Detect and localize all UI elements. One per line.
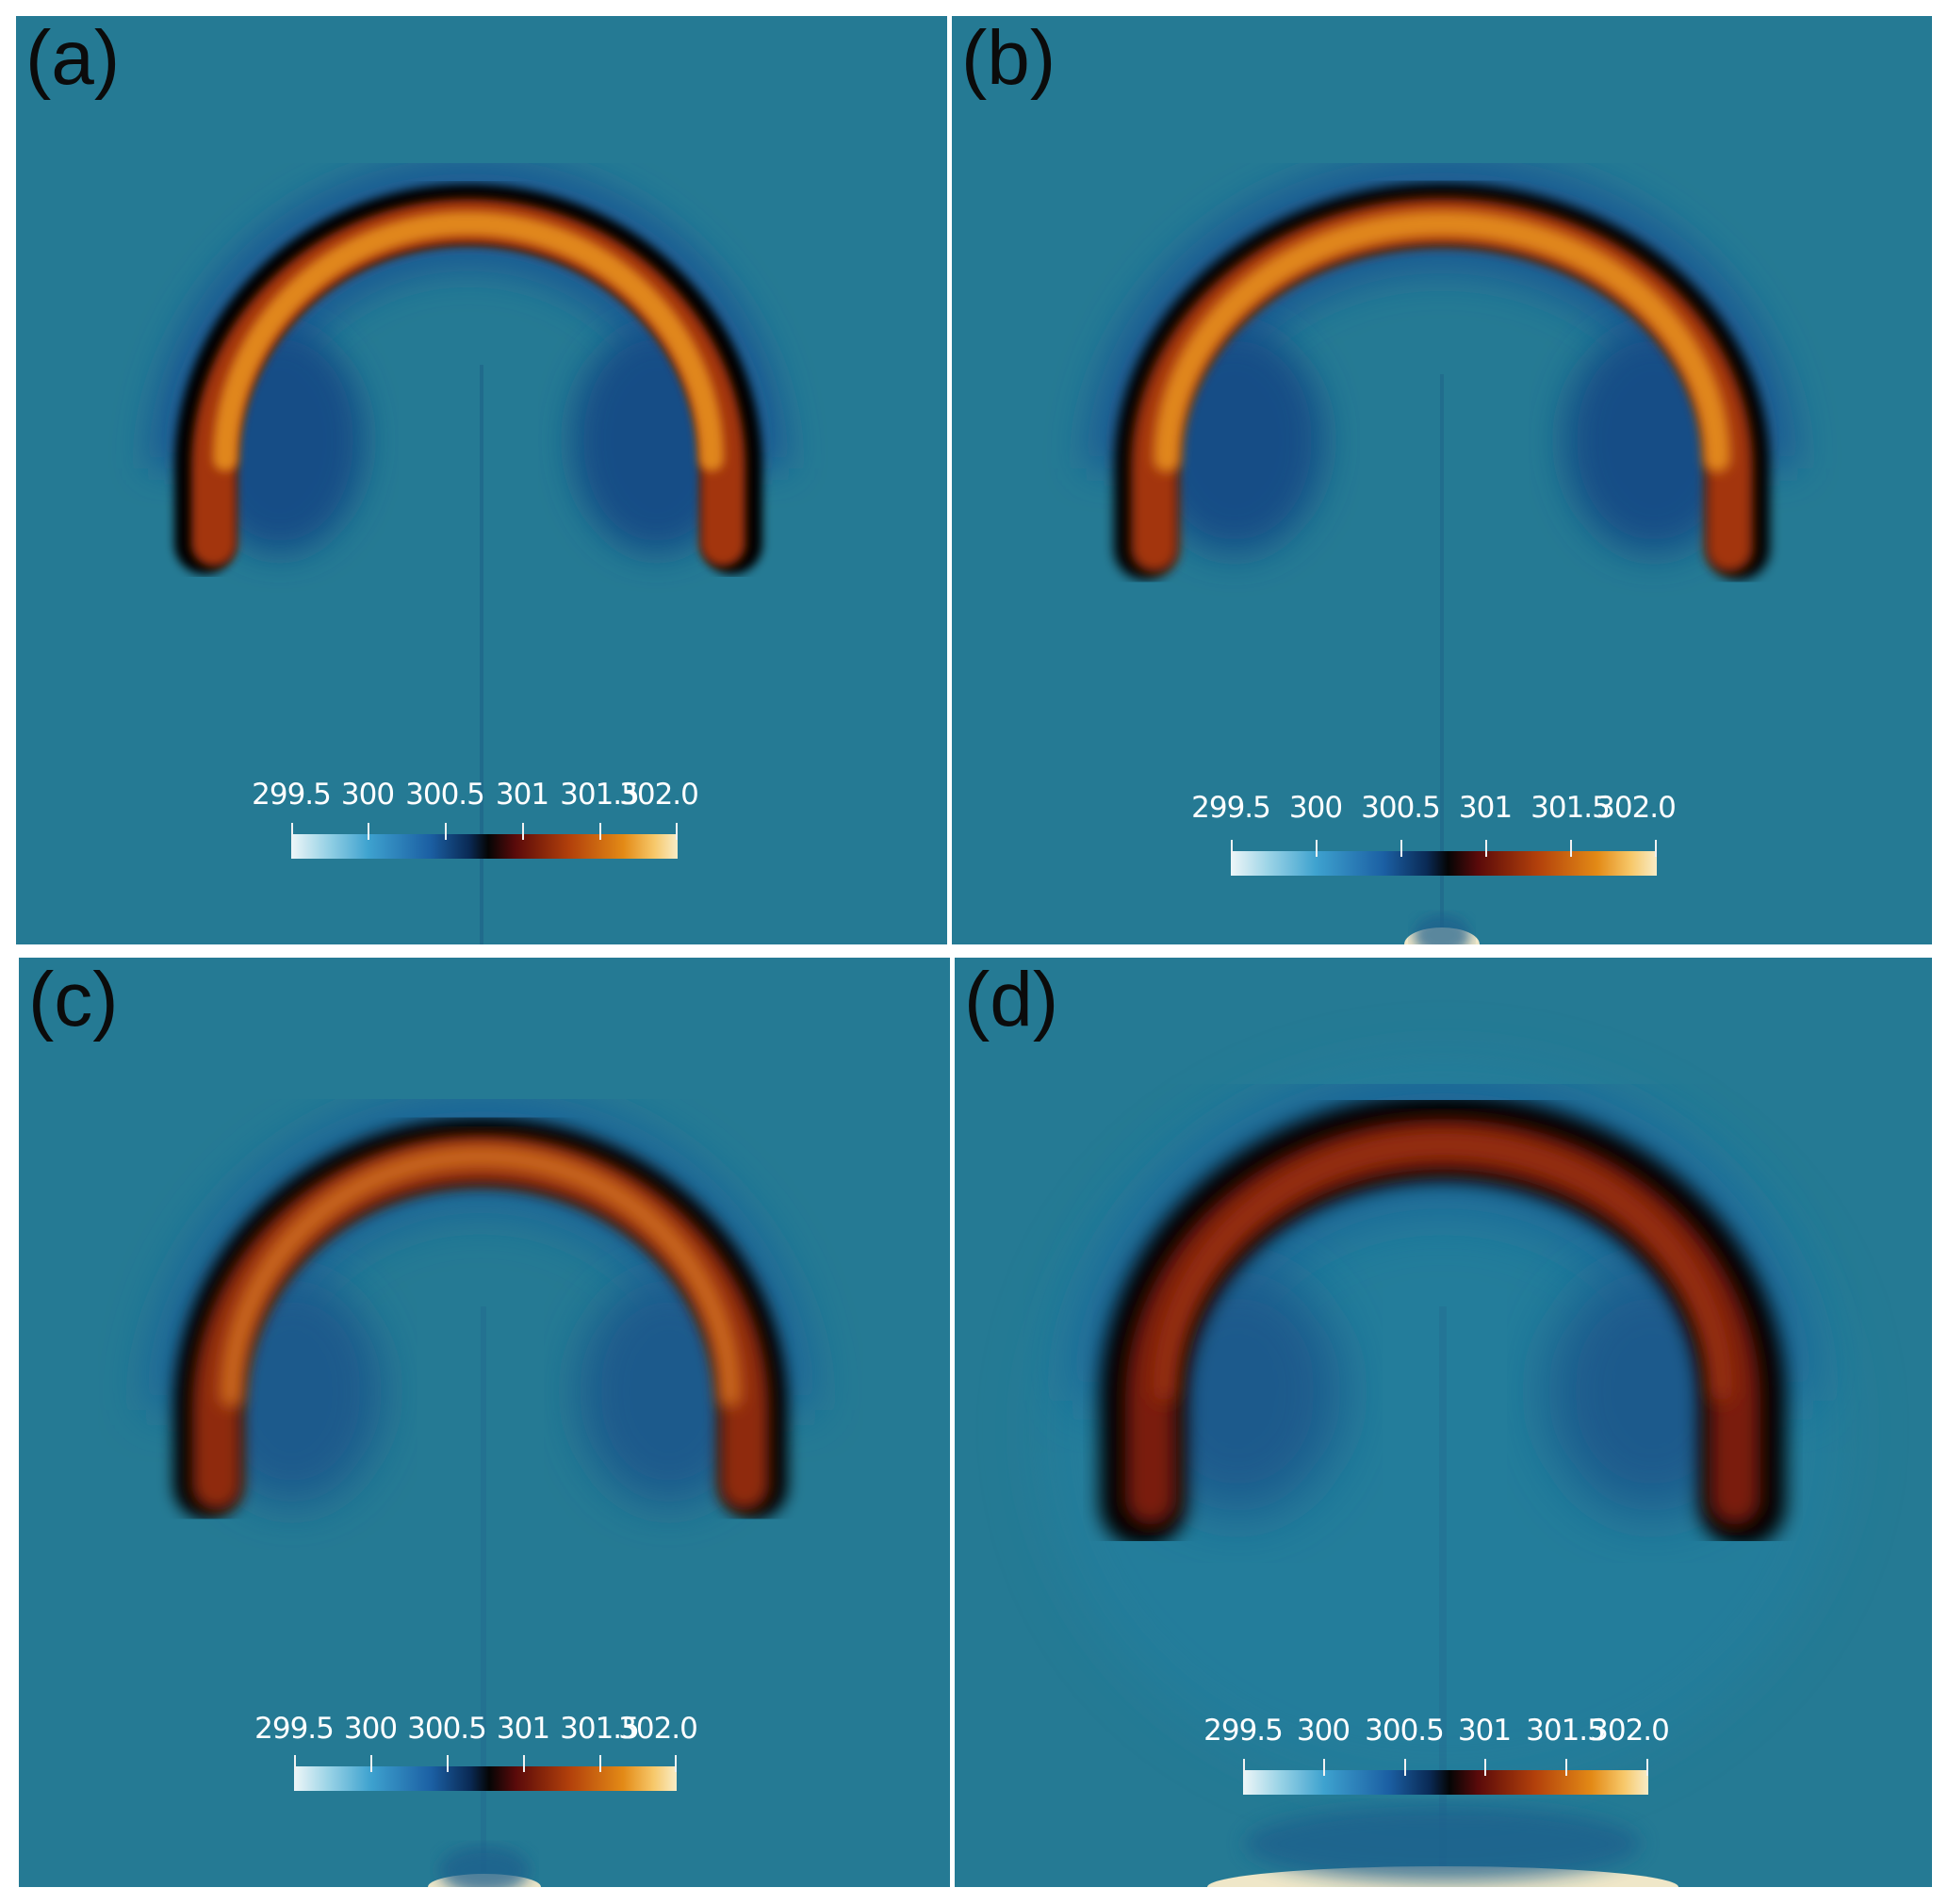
colorbar-tick-mark [1243, 1759, 1245, 1776]
colorbar-tick-mark [370, 1755, 372, 1772]
colorbar-tick-mark [291, 823, 293, 840]
colorbar-tick-mark [1485, 840, 1487, 857]
colorbar-b: 299.5 300 300.5 301 301.5 302.0 [1231, 791, 1657, 876]
colorbar-tick-label: 302.0 [619, 778, 698, 812]
colorbar-tick-label: 299.5 [1203, 1714, 1283, 1748]
colorbar-tick-mark [447, 1755, 449, 1772]
colorbar-tick-mark [1404, 1759, 1406, 1776]
colorbar-tick-mark [368, 823, 369, 840]
colorbar-tick-mark [1484, 1759, 1486, 1776]
panel-a: (a) 299.5 300 300.5 301 301.5 302.0 [16, 16, 947, 944]
colorbar-tick-label: 301 [497, 1712, 549, 1746]
colorbar-tick-mark [445, 823, 447, 840]
colorbar-tick-label: 300 [1297, 1714, 1350, 1748]
colorbar-tick-label: 302.0 [1590, 1714, 1669, 1748]
panel-c: (c) 299.5 300 300.5 301 301.5 302.0 [19, 958, 950, 1887]
colorbar-tick-mark [294, 1755, 296, 1772]
colorbar-tick-mark [1655, 840, 1657, 857]
colorbar-tick-mark [1316, 840, 1318, 857]
colorbar-tick-mark [523, 1755, 525, 1772]
colorbar-tick-mark [1231, 840, 1233, 857]
colorbar-tick-label: 300.5 [405, 778, 484, 812]
panel-label-a: (a) [25, 20, 120, 97]
colorbar-tick-label: 299.5 [1191, 791, 1270, 825]
colorbar-tick-label: 300 [341, 778, 394, 812]
colorbar-tick-label: 300 [1289, 791, 1342, 825]
colorbar-tick-label: 300.5 [407, 1712, 486, 1746]
colorbar-gradient-d [1243, 1770, 1648, 1795]
colorbar-tick-mark [675, 1755, 677, 1772]
panel-label-d: (d) [964, 961, 1058, 1039]
colorbar-d: 299.5 300 300.5 301 301.5 302.0 [1243, 1714, 1648, 1795]
colorbar-c: 299.5 300 300.5 301 301.5 302.0 [294, 1712, 677, 1791]
colorbar-tick-label: 300 [344, 1712, 397, 1746]
colorbar-tick-mark [676, 823, 678, 840]
colorbar-tick-mark [1323, 1759, 1325, 1776]
colorbar-tick-label: 302.0 [618, 1712, 697, 1746]
panel-b: (b) 299.5 300 300.5 301 301.5 302.0 [952, 16, 1932, 944]
panel-d: (d) 299.5 300 300.5 301 301.5 302.0 [955, 958, 1932, 1887]
colorbar-tick-mark [1400, 840, 1402, 857]
colorbar-tick-label: 301 [1458, 1714, 1511, 1748]
colorbar-gradient-b [1231, 851, 1657, 876]
panel-label-c: (c) [28, 961, 119, 1039]
colorbar-tick-mark [522, 823, 524, 840]
colorbar-tick-mark [1570, 840, 1572, 857]
colorbar-tick-mark [599, 823, 601, 840]
colorbar-tick-label: 301 [496, 778, 548, 812]
colorbar-tick-label: 299.5 [254, 1712, 334, 1746]
colorbar-gradient-a [291, 834, 678, 859]
panel-label-b: (b) [961, 20, 1056, 97]
colorbar-tick-label: 301 [1459, 791, 1512, 825]
colorbar-tick-mark [1565, 1759, 1567, 1776]
colorbar-tick-label: 300.5 [1361, 791, 1440, 825]
colorbar-a: 299.5 300 300.5 301 301.5 302.0 [291, 778, 678, 859]
colorbar-tick-label: 302.0 [1596, 791, 1676, 825]
colorbar-tick-label: 300.5 [1365, 1714, 1444, 1748]
colorbar-gradient-c [294, 1766, 677, 1791]
colorbar-tick-mark [599, 1755, 601, 1772]
colorbar-tick-mark [1646, 1759, 1648, 1776]
colorbar-tick-label: 299.5 [252, 778, 331, 812]
